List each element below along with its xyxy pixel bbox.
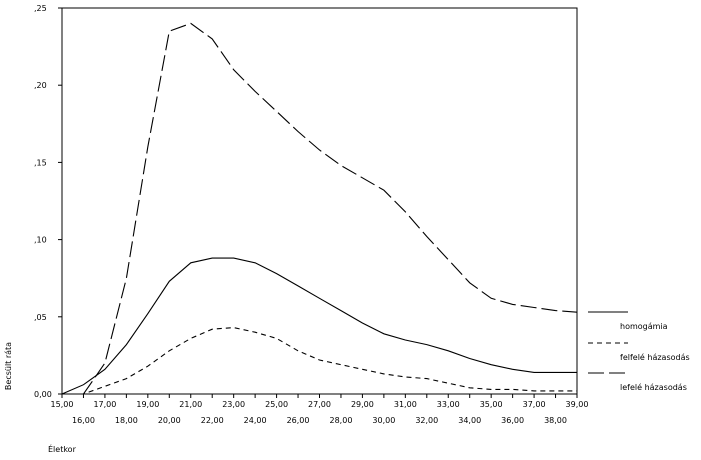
y-tick-label: ,20 [34,81,47,90]
x-tick-label: 20,00 [158,416,181,425]
x-tick-label: 31,00 [394,400,417,409]
x-axis-title: Életkor [48,443,77,454]
series-lines [61,22,578,395]
x-tick-label: 35,00 [480,400,503,409]
legend-label-0: homogámia [620,322,668,331]
series-line-0 [61,257,577,395]
y-tick-label: ,05 [34,313,47,322]
legend: homogámia felfelé házasodás lefelé házasod… [588,311,690,392]
x-tick-label: 16,00 [72,416,95,425]
series-line-1 [62,327,577,395]
x-tick-label: 25,00 [265,400,288,409]
x-tick-label: 18,00 [115,416,138,425]
x-tick-label: 30,00 [372,416,395,425]
series-line-2 [62,22,578,395]
x-tick-label: 26,00 [287,416,310,425]
legend-label-1: felfelé házasodás [620,352,690,362]
x-tick-label: 34,00 [458,416,481,425]
y-tick-label: ,10 [34,236,47,245]
x-tick-label: 37,00 [523,400,546,409]
y-tick-label: ,25 [34,4,47,13]
x-tick-label: 36,00 [501,416,524,425]
x-tick-label: 32,00 [415,416,438,425]
x-tick-label: 15,00 [51,400,74,409]
x-tick-label: 28,00 [330,416,353,425]
x-tick-label: 24,00 [244,416,267,425]
y-axis: 0,00 ,05 ,10 ,15 ,20 ,25 [34,4,62,399]
x-tick-label: 22,00 [201,416,224,425]
x-tick-label: 33,00 [437,400,460,409]
x-tick-label: 19,00 [136,400,159,409]
x-tick-label: 39,00 [566,400,589,409]
x-tick-label: 27,00 [308,400,331,409]
legend-label-2: lefelé házasodás [620,382,687,392]
y-tick-label: ,15 [34,158,47,167]
x-axis: 15,00 16,00 17,00 18,00 19,00 20,00 21,00 22,00… [51,394,589,425]
y-tick-label: 0,00 [34,390,52,399]
x-tick-label: 29,00 [351,400,374,409]
x-tick-label: 23,00 [222,400,245,409]
y-axis-title: Becsült ráta [4,342,13,390]
x-tick-label: 17,00 [93,400,116,409]
x-tick-label: 38,00 [544,416,567,425]
x-tick-label: 21,00 [179,400,202,409]
